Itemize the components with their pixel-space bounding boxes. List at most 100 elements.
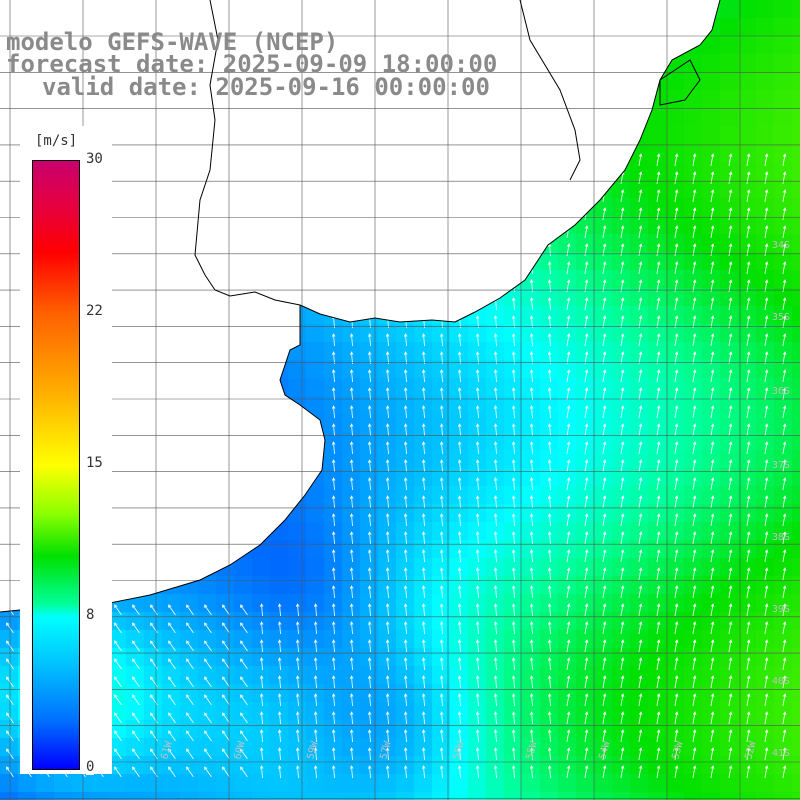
wind-arrow [674,441,679,454]
wind-arrow [547,657,552,671]
field-cell [504,306,522,324]
field-cell [756,54,774,72]
wind-arrow [511,585,516,599]
wind-arrow [457,207,462,221]
field-cell [720,234,738,252]
field-cell [792,486,800,504]
wind-arrow [403,603,408,617]
wind-arrow [493,225,498,239]
wind-arrow [728,459,733,472]
wind-arrow [656,711,661,724]
wind-arrow [331,333,336,347]
wind-arrow [511,261,516,275]
field-cell [252,666,270,684]
wind-arrow [638,747,643,760]
field-cell [684,324,702,342]
wind-arrow [367,513,372,527]
field-cell [414,342,432,360]
wind-arrow [547,441,552,455]
wind-arrow [674,567,679,580]
wind-arrow [367,351,372,365]
field-cell [720,702,738,720]
field-cell [576,630,594,648]
field-cell [378,774,396,792]
field-cell [342,756,360,774]
wind-arrow [403,693,408,707]
field-cell [774,378,792,396]
wind-arrow [439,639,444,653]
wind-arrow [439,621,444,635]
wind-arrow [692,207,697,220]
field-cell [738,108,756,126]
wind-arrow [764,531,769,544]
field-cell [126,666,144,684]
field-cell [198,594,216,612]
wind-arrow [295,729,300,743]
wind-arrow [259,603,264,617]
wind-arrow [638,225,643,238]
wind-arrow [602,153,607,166]
wind-arrow [782,765,787,778]
field-cell [396,630,414,648]
wind-arrow [529,477,534,491]
wind-arrow [764,513,769,526]
wind-arrow [728,153,733,166]
wind-arrow [656,693,661,706]
wind-arrow [782,603,787,616]
field-cell [234,630,252,648]
wind-arrow [566,459,571,472]
wind-arrow [602,657,607,670]
field-cell [360,342,378,360]
field-cell [576,378,594,396]
wind-arrow [728,351,733,364]
wind-arrow [674,423,679,436]
field-cell [414,468,432,486]
wind-arrow [602,369,607,382]
field-cell [234,612,252,630]
wind-arrow [475,171,480,185]
field-cell [594,756,612,774]
field-cell [486,432,504,450]
wind-arrow [511,297,516,311]
field-cell [774,414,792,432]
wind-arrow [602,747,607,760]
wind-arrow [728,549,733,562]
wind-arrow [367,387,372,401]
wind-arrow [782,531,787,544]
field-cell [432,738,450,756]
field-cell [720,342,738,360]
field-cell [756,738,774,756]
wind-arrow [620,693,625,706]
field-cell [342,774,360,792]
field-cell [558,324,576,342]
wind-arrow [566,333,571,346]
wind-arrow [385,171,390,185]
wind-arrow [674,711,679,724]
wind-arrow [764,621,769,634]
wind-arrow [656,297,661,310]
field-cell [612,414,630,432]
field-cell [0,738,18,756]
field-cell [594,270,612,288]
field-cell [126,774,144,792]
field-cell [666,342,684,360]
wind-arrow [674,405,679,418]
wind-arrow [331,387,336,401]
wind-arrow [782,675,787,688]
wind-arrow [385,333,390,347]
wind-arrow [457,225,462,239]
field-cell [756,702,774,720]
field-cell [558,702,576,720]
wind-arrow [331,603,336,617]
lat-label: 38S [772,532,791,543]
wind-arrow [367,585,372,599]
field-cell [756,324,774,342]
wind-arrow [259,639,264,653]
field-cell [594,360,612,378]
field-cell [270,774,288,792]
wind-arrow [602,459,607,472]
field-cell [18,774,36,792]
field-cell [450,576,468,594]
field-cell [180,684,198,702]
field-cell [666,396,684,414]
